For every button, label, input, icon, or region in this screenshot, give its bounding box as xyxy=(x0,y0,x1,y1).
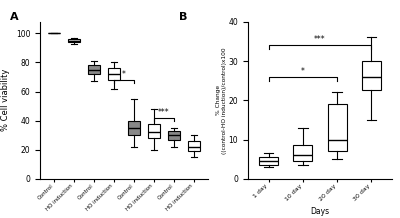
PathPatch shape xyxy=(328,104,346,151)
Text: *: * xyxy=(301,66,305,76)
PathPatch shape xyxy=(188,141,200,151)
X-axis label: Days: Days xyxy=(310,207,330,216)
Text: ***: *** xyxy=(158,108,170,117)
PathPatch shape xyxy=(168,131,180,140)
PathPatch shape xyxy=(68,39,80,42)
PathPatch shape xyxy=(294,145,312,161)
Text: *: * xyxy=(122,70,126,79)
PathPatch shape xyxy=(108,68,120,80)
Text: ***: *** xyxy=(314,35,326,44)
PathPatch shape xyxy=(148,124,160,138)
PathPatch shape xyxy=(362,61,381,90)
PathPatch shape xyxy=(88,65,100,74)
Y-axis label: % Change
((control-HO induction)/control)x100: % Change ((control-HO induction)/control… xyxy=(216,47,227,154)
PathPatch shape xyxy=(259,157,278,165)
Y-axis label: % Cell viability: % Cell viability xyxy=(1,69,10,131)
Text: B: B xyxy=(179,12,187,22)
Text: A: A xyxy=(10,12,18,22)
PathPatch shape xyxy=(128,121,140,135)
